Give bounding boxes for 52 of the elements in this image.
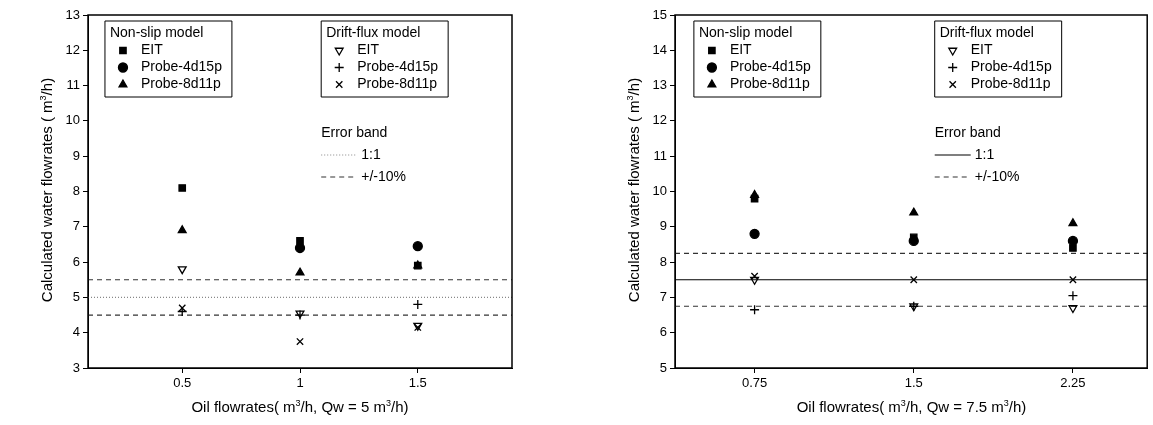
- x-axis-title: Oil flowrates( m$^{3}$/h, Qw = 5 m$^{3}$/h): [191, 398, 409, 415]
- legend-label: EIT: [729, 41, 753, 58]
- annotation: Error band: [321, 123, 388, 140]
- annotation: Non-slip model: [109, 24, 204, 41]
- legend-label: Probe-4d15p: [729, 58, 812, 75]
- y-tick-label: 4: [72, 324, 80, 340]
- annotation: +/-10%: [974, 167, 1020, 184]
- x-tick-label: 1.5: [408, 375, 427, 391]
- x-tick-label: 0.75: [741, 375, 768, 391]
- y-tick-label: 11: [66, 77, 80, 93]
- y-tick-label: 10: [65, 112, 80, 128]
- y-tick-label: 5: [72, 288, 80, 304]
- annotation: 1:1: [361, 145, 381, 162]
- x-tick-label: 1: [296, 375, 304, 391]
- y-tick-label: 6: [659, 324, 667, 340]
- y-tick-label: 11: [653, 147, 667, 163]
- legend-label: Probe-8d11p: [970, 75, 1051, 92]
- annotation: +/-10%: [361, 167, 406, 184]
- annotation: Drift-flux model: [939, 24, 1034, 41]
- legend-label: Probe-4d15p: [140, 58, 223, 75]
- legend-label: EIT: [970, 41, 993, 58]
- y-tick-label: 13: [65, 6, 80, 22]
- y-tick-label: 15: [652, 6, 667, 22]
- annotation: 1:1: [974, 145, 995, 162]
- legend-label: EIT: [357, 41, 380, 58]
- y-tick-label: 8: [659, 253, 667, 269]
- legend-label: Probe-4d15p: [357, 58, 439, 75]
- y-tick-label: 12: [65, 41, 80, 57]
- legend-label: Probe-8d11p: [140, 75, 222, 92]
- y-tick-label: 5: [659, 359, 667, 375]
- y-tick-label: 12: [652, 112, 667, 128]
- legend-label: EIT: [140, 41, 164, 58]
- y-tick-label: 14: [652, 41, 667, 57]
- y-tick-label: 6: [72, 253, 80, 269]
- legend-label: Probe-8d11p: [729, 75, 811, 92]
- annotation: Non-slip model: [698, 24, 793, 41]
- annotation: Error band: [934, 123, 1001, 140]
- annotation: Drift-flux model: [326, 24, 421, 41]
- x-tick-label: 1.5: [904, 375, 923, 391]
- y-tick-label: 9: [659, 218, 667, 234]
- legend-label: Probe-8d11p: [357, 75, 438, 92]
- y-tick-label: 13: [652, 77, 667, 93]
- legend-label: Probe-4d15p: [970, 58, 1052, 75]
- y-tick-label: 7: [659, 288, 667, 304]
- x-tick-label: 2.25: [1060, 375, 1086, 391]
- y-tick-label: 3: [72, 359, 80, 375]
- x-axis-title: Oil flowrates( m$^{3}$/h, Qw = 7.5 m$^{3}$/h): [796, 398, 1027, 415]
- x-tick-label: 0.5: [173, 375, 192, 391]
- y-tick-label: 7: [72, 218, 80, 234]
- y-tick-label: 8: [72, 183, 80, 199]
- y-tick-label: 9: [72, 147, 80, 163]
- y-tick-label: 10: [652, 183, 667, 199]
